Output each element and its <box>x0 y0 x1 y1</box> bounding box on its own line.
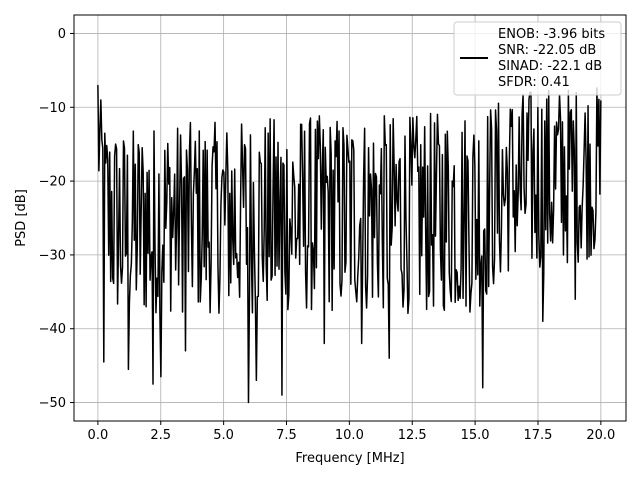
y-tick-label: −40 <box>39 322 66 337</box>
y-tick-label: −20 <box>39 175 66 190</box>
legend-box <box>453 21 622 96</box>
plot-area <box>97 85 602 404</box>
x-tick-label: 17.5 <box>524 428 553 443</box>
x-axis-label: Frequency [MHz] <box>295 451 404 466</box>
psd-series-line <box>97 85 602 404</box>
legend-entry-line: SFDR: 0.41 <box>498 75 570 90</box>
x-axis: 0.0 2.5 5.0 7.5 10.0 12.5 15.0 17.5 20.0 <box>88 421 615 443</box>
y-axis: 0 −10 −20 −30 −40 −50 <box>39 27 74 411</box>
x-tick-label: 5.0 <box>213 428 234 443</box>
legend-entry-line: ENOB: -3.96 bits <box>498 27 605 42</box>
y-tick-label: 0 <box>58 27 66 42</box>
legend-entry-line: SNR: -22.05 dB <box>498 43 596 58</box>
x-tick-label: 2.5 <box>150 428 171 443</box>
y-tick-label: −10 <box>39 101 66 116</box>
x-tick-label: 15.0 <box>461 428 490 443</box>
x-tick-label: 0.0 <box>88 428 109 443</box>
y-axis-label: PSD [dB] <box>14 189 29 247</box>
legend-entry-line: SINAD: -22.1 dB <box>498 59 602 74</box>
x-tick-label: 7.5 <box>276 428 297 443</box>
x-tick-label: 10.0 <box>335 428 364 443</box>
x-tick-label: 12.5 <box>398 428 427 443</box>
y-tick-label: −50 <box>39 396 66 411</box>
x-tick-label: 20.0 <box>586 428 615 443</box>
y-tick-label: −30 <box>39 248 66 263</box>
axes-frame <box>73 14 627 422</box>
